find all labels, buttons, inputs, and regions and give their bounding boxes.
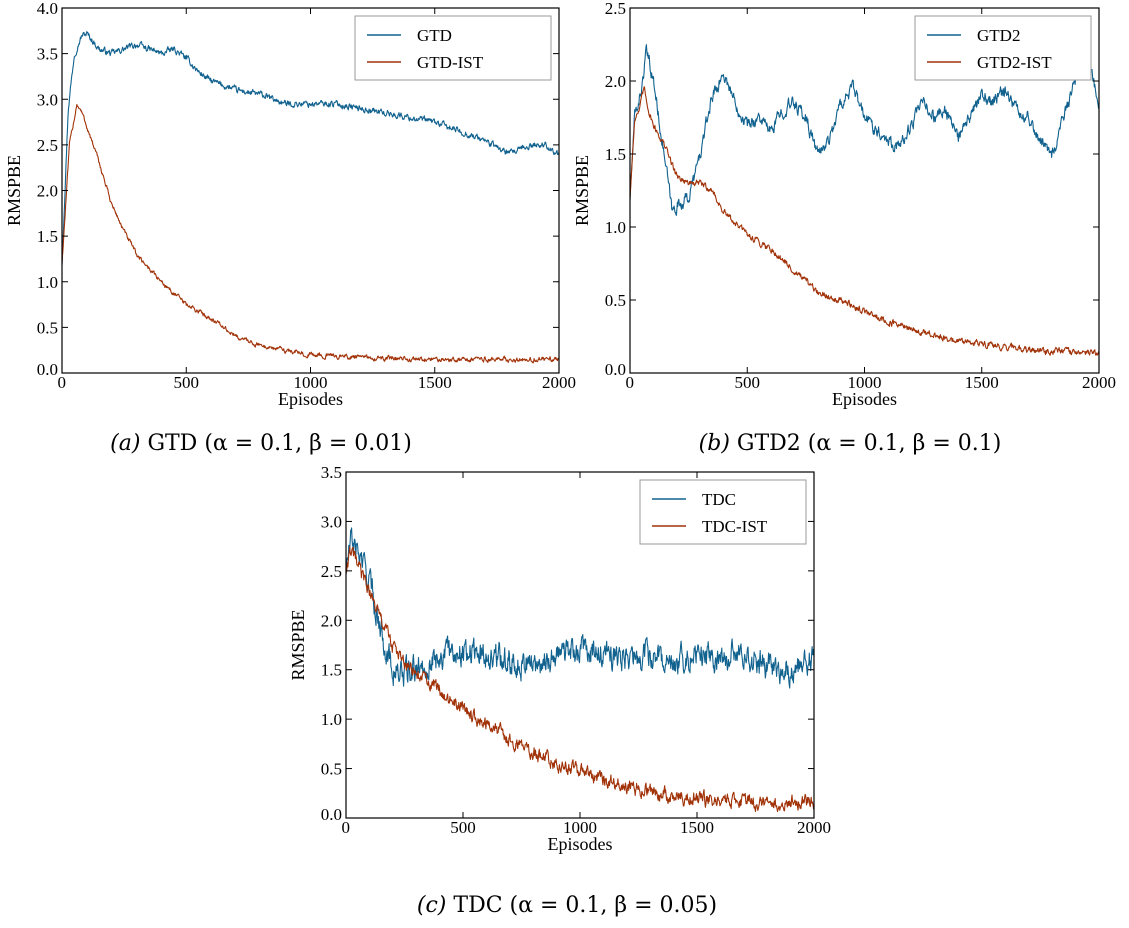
x-tick-label-c-3: 1500 <box>680 818 714 837</box>
legend-label-c-2: TDC-IST <box>702 517 768 536</box>
y-axis-label-a: RMSPBE <box>4 155 24 226</box>
legend-b <box>914 15 1092 81</box>
x-tick-label-a-0: 0 <box>58 373 67 392</box>
y-tick-label-a-6: 3.0 <box>37 90 58 109</box>
y-tick-label-c-7: 3.5 <box>321 463 342 482</box>
series-line-a-1 <box>61 31 560 265</box>
x-tick-label-b-2: 1000 <box>848 373 882 392</box>
x-tick-label-a-4: 2000 <box>542 373 576 392</box>
legend-c <box>639 479 807 545</box>
x-tick-label-c-4: 2000 <box>797 818 831 837</box>
series-line-b-2 <box>629 86 1100 356</box>
y-tick-label-c-6: 3.0 <box>321 512 342 531</box>
legend-label-c-1: TDC <box>702 490 736 509</box>
caption-b: (b) GTD2 (α = 0.1, β = 0.1) <box>699 431 1002 456</box>
x-tick-label-a-2: 1000 <box>294 373 328 392</box>
legend-a <box>354 15 552 81</box>
legend-label-b-1: GTD2 <box>977 26 1020 45</box>
x-tick-label-c-2: 1000 <box>563 818 597 837</box>
x-tick-label-c-0: 0 <box>342 818 351 837</box>
x-tick-label-b-1: 500 <box>735 373 761 392</box>
y-axis-label-c: RMSPBE <box>288 609 308 680</box>
y-tick-label-a-1: 0.5 <box>37 318 58 337</box>
x-tick-label-b-0: 0 <box>626 373 635 392</box>
x-tick-label-b-3: 1500 <box>965 373 999 392</box>
legend-label-a-2: GTD-IST <box>417 53 484 72</box>
y-tick-label-b-1: 0.5 <box>605 291 626 310</box>
series-line-a-2 <box>61 103 560 364</box>
legend-label-b-2: GTD2-IST <box>977 53 1052 72</box>
y-tick-label-c-5: 2.5 <box>321 562 342 581</box>
series-line-c-2 <box>345 546 815 813</box>
y-tick-label-a-4: 2.0 <box>37 182 58 201</box>
chart-panel-a: 0 500 1000 1500 2000 0.0 0.5 1.0 1.5 2.0 2.5 3.0 3.5… <box>4 0 576 409</box>
x-tick-label-c-1: 500 <box>450 818 476 837</box>
y-tick-label-b-5: 2.5 <box>605 0 626 18</box>
y-tick-label-c-1: 0.5 <box>321 760 342 779</box>
y-tick-label-a-0: 0.0 <box>37 360 58 379</box>
y-tick-label-c-4: 2.0 <box>321 611 342 630</box>
x-tick-label-b-4: 2000 <box>1082 373 1116 392</box>
x-tick-label-a-1: 500 <box>174 373 200 392</box>
y-axis-label-b: RMSPBE <box>572 155 592 226</box>
caption-c: (c) TDC (α = 0.1, β = 0.05) <box>417 893 717 918</box>
y-tick-label-a-2: 1.0 <box>37 273 58 292</box>
x-axis-label-a: Episodes <box>278 389 343 409</box>
x-axis-label-b: Episodes <box>832 389 897 409</box>
chart-panel-c: 0 500 1000 1500 2000 0.0 0.5 1.0 1.5 2.0 2.5 3.0 3.5… <box>288 463 831 854</box>
series-line-c-1 <box>345 527 815 689</box>
y-tick-label-c-3: 1.5 <box>321 661 342 680</box>
y-tick-label-b-2: 1.0 <box>605 218 626 237</box>
y-tick-label-a-5: 2.5 <box>37 136 58 155</box>
legend-label-a-1: GTD <box>417 26 452 45</box>
y-tick-label-a-7: 3.5 <box>37 45 58 64</box>
y-tick-label-b-0: 0.0 <box>605 360 626 379</box>
caption-a: (a) GTD (α = 0.1, β = 0.01) <box>110 431 412 456</box>
y-tick-label-a-8: 4.0 <box>37 0 58 18</box>
y-tick-label-c-0: 0.0 <box>321 805 342 824</box>
y-tick-label-b-3: 1.5 <box>605 145 626 164</box>
series-line-b-1 <box>629 44 1100 216</box>
y-tick-label-c-2: 1.0 <box>321 710 342 729</box>
chart-panel-b: 0 500 1000 1500 2000 0.0 0.5 1.0 1.5 2.0 2.5 Episod… <box>572 0 1116 409</box>
y-tick-label-a-3: 1.5 <box>37 227 58 246</box>
y-tick-label-b-4: 2.0 <box>605 72 626 91</box>
x-tick-label-a-3: 1500 <box>418 373 452 392</box>
x-axis-label-c: Episodes <box>548 834 613 854</box>
